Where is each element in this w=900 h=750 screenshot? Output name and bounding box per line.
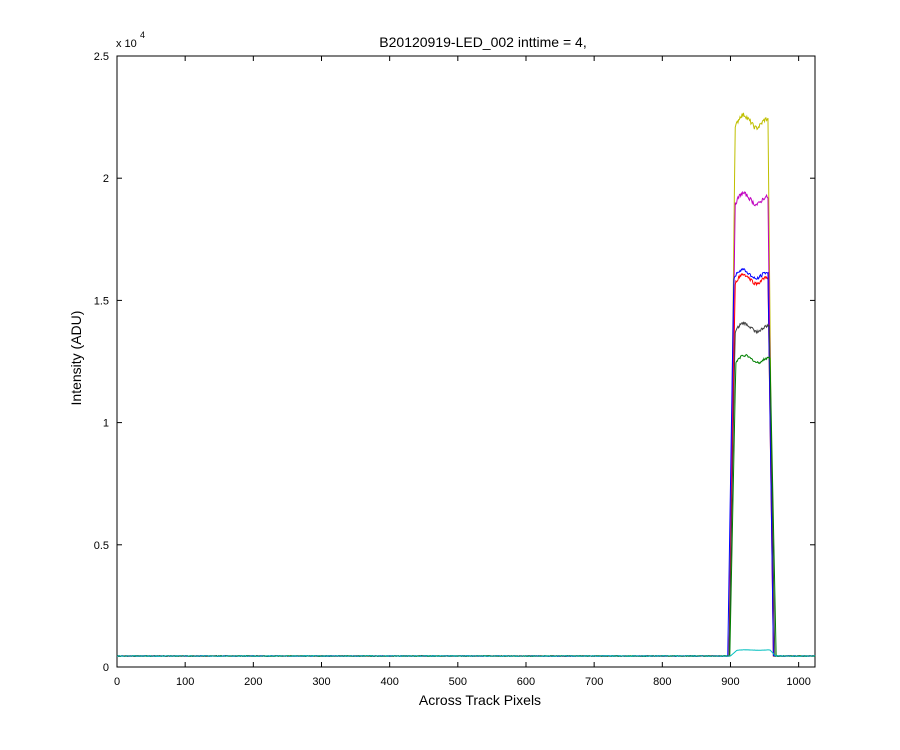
- chart-title: B20120919-LED_002 inttime = 4,: [379, 34, 586, 50]
- x-tick-label: 100: [176, 676, 194, 688]
- y-tick-label: 2.5: [94, 51, 109, 63]
- x-tick-label: 700: [585, 676, 603, 688]
- x-tick-label: 200: [244, 676, 262, 688]
- y-multiplier-label: x 10: [116, 38, 137, 50]
- series-line-7: [116, 649, 816, 658]
- x-tick-label: 400: [380, 676, 398, 688]
- x-tick-label: 1000: [786, 676, 810, 688]
- x-axis-label: Across Track Pixels: [419, 692, 541, 708]
- x-tick-label: 900: [721, 676, 739, 688]
- x-tick-label: 500: [449, 676, 467, 688]
- x-tick-label: 0: [114, 676, 120, 688]
- y-tick-label: 2: [103, 173, 109, 185]
- y-tick-label: 0.5: [94, 540, 109, 552]
- y-axis-ticks: 0 0.5 1 1.5 2 2.5: [94, 51, 815, 674]
- y-multiplier-exponent: 4: [140, 30, 145, 40]
- series-group: [116, 112, 816, 658]
- x-tick-label: 300: [312, 676, 330, 688]
- y-tick-label: 1.5: [94, 295, 109, 307]
- y-axis-label: Intensity (ADU): [68, 311, 84, 406]
- x-tick-label: 600: [517, 676, 535, 688]
- x-tick-label: 800: [653, 676, 671, 688]
- plot-area: [116, 55, 816, 668]
- x-axis-ticks: 0 100 200 300 400 500 600 700 800 900 1000: [114, 56, 811, 688]
- y-tick-label: 1: [103, 418, 109, 430]
- y-tick-label: 0: [103, 662, 109, 674]
